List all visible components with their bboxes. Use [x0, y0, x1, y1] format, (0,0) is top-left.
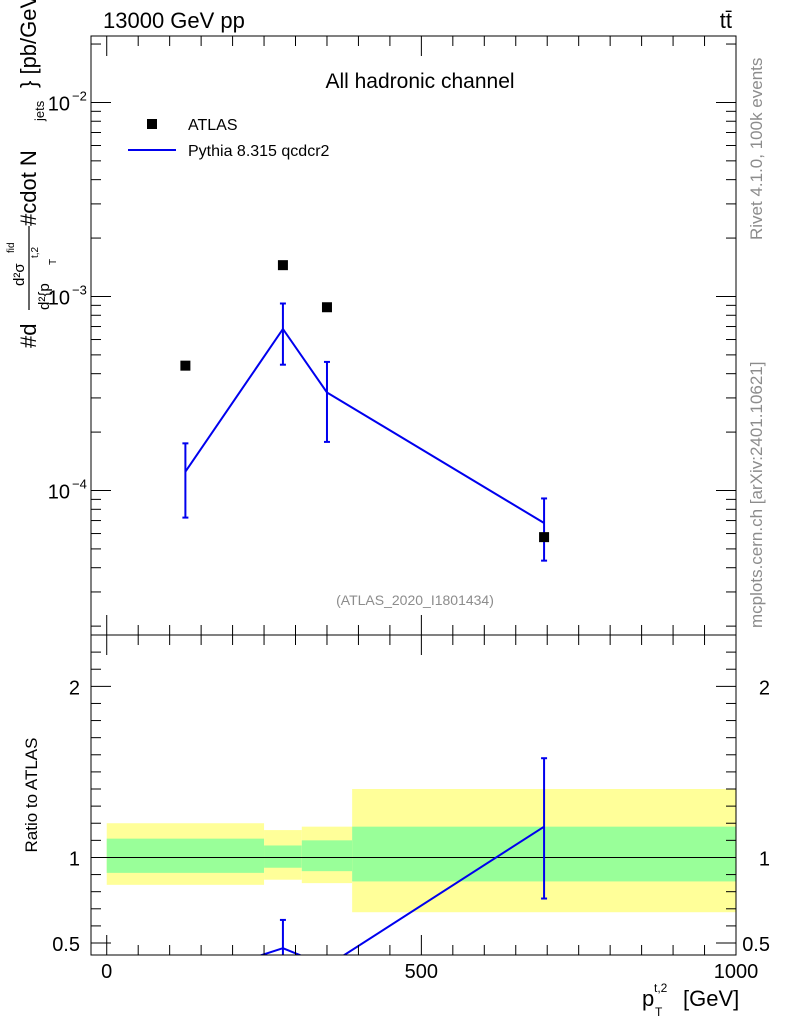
ratio-band-green	[106, 838, 265, 873]
legend-atlas-marker	[147, 119, 157, 129]
data-point	[321, 302, 332, 313]
y-tick-label: 10	[48, 287, 70, 309]
xlabel-units: [GeV]	[683, 986, 739, 1011]
x-tick-labels: 0 500 1000	[101, 961, 758, 983]
ylabel-suffix: #cdot N	[16, 150, 41, 226]
y-tick-exponent: −3	[72, 282, 87, 297]
header-right: tt̄	[720, 8, 732, 33]
ratio-y-tick-label-left: 1	[69, 848, 80, 870]
x-tick-label: 0	[101, 961, 112, 983]
ratio-y-axis-label: Ratio to ATLAS	[22, 738, 41, 853]
top-y-axis-label: #d d²σ fid d²{p T t,2 #cdot N jets } [pb…	[6, 0, 59, 348]
ratio-y-tick-label-right: 1	[759, 848, 770, 870]
rivet-info: Rivet 4.1.0, 100k events	[747, 58, 766, 240]
header-left: 13000 GeV pp	[103, 8, 245, 33]
x-tick-label: 1000	[714, 961, 759, 983]
data-point	[277, 260, 288, 271]
top-axis-ticks	[91, 36, 737, 635]
xlabel-main: p	[642, 986, 654, 1011]
ylabel-numerator: d²σ	[11, 263, 28, 286]
ylabel-denominator-sup: t,2	[30, 246, 41, 258]
ratio-y-tick-label-left: 2	[69, 677, 80, 699]
ratio-band-green	[264, 845, 302, 868]
x-tick-label: 500	[405, 961, 438, 983]
ratio-frame	[90, 634, 737, 956]
y-tick-exponent: −2	[72, 88, 87, 103]
ratio-y-tick-label-left: 0.5	[52, 934, 80, 956]
ratio-bands	[106, 789, 736, 913]
mc-ratio-line	[258, 825, 545, 955]
y-tick-label: 10	[48, 93, 70, 115]
ylabel-denominator: d²{p	[36, 283, 53, 310]
ratio-band-green	[301, 840, 353, 872]
ylabel-prefix: #d	[16, 324, 41, 348]
ratio-y-tick-labels: 0.5 0.5 1 1 2 2	[52, 677, 770, 956]
ylabel-units: } [pb/GeV]	[16, 0, 41, 88]
xlabel-sup: t,2	[654, 981, 668, 995]
ratio-y-tick-label-right: 0.5	[742, 934, 770, 956]
legend: ATLAS Pythia 8.315 qcdcr2	[128, 117, 330, 160]
mc-line-top	[184, 327, 545, 524]
data-point	[539, 532, 550, 543]
plot-title: All hadronic channel	[325, 70, 514, 93]
top-plot-area: All hadronic channel (ATLAS_2020_I180143…	[180, 70, 550, 608]
analysis-id: (ATLAS_2020_I1801434)	[336, 592, 494, 608]
xlabel-sub: T	[655, 1005, 663, 1019]
ratio-axis-ticks	[91, 635, 737, 955]
y-tick-exponent: −4	[72, 477, 87, 492]
ylabel-suffix-sub: jets	[32, 100, 47, 122]
legend-atlas-label: ATLAS	[188, 117, 238, 134]
y-tick-label: 10	[48, 482, 70, 504]
legend-pythia-label: Pythia 8.315 qcdcr2	[188, 143, 330, 160]
mcplots-info: mcplots.cern.ch [arXiv:2401.10621]	[747, 362, 766, 628]
data-point	[180, 360, 191, 371]
data-series-top	[180, 260, 550, 543]
ratio-plot-area	[91, 757, 736, 955]
ylabel-numerator-sup: fid	[6, 242, 17, 253]
mc-series-ratio	[258, 757, 548, 955]
ylabel-denominator-sub: T	[48, 259, 59, 265]
x-axis-label: p T t,2 [GeV]	[642, 981, 739, 1019]
mc-series-top	[182, 302, 548, 562]
top-y-tick-labels: 10−410−310−2	[48, 88, 87, 503]
ratio-y-tick-label-right: 2	[759, 677, 770, 699]
